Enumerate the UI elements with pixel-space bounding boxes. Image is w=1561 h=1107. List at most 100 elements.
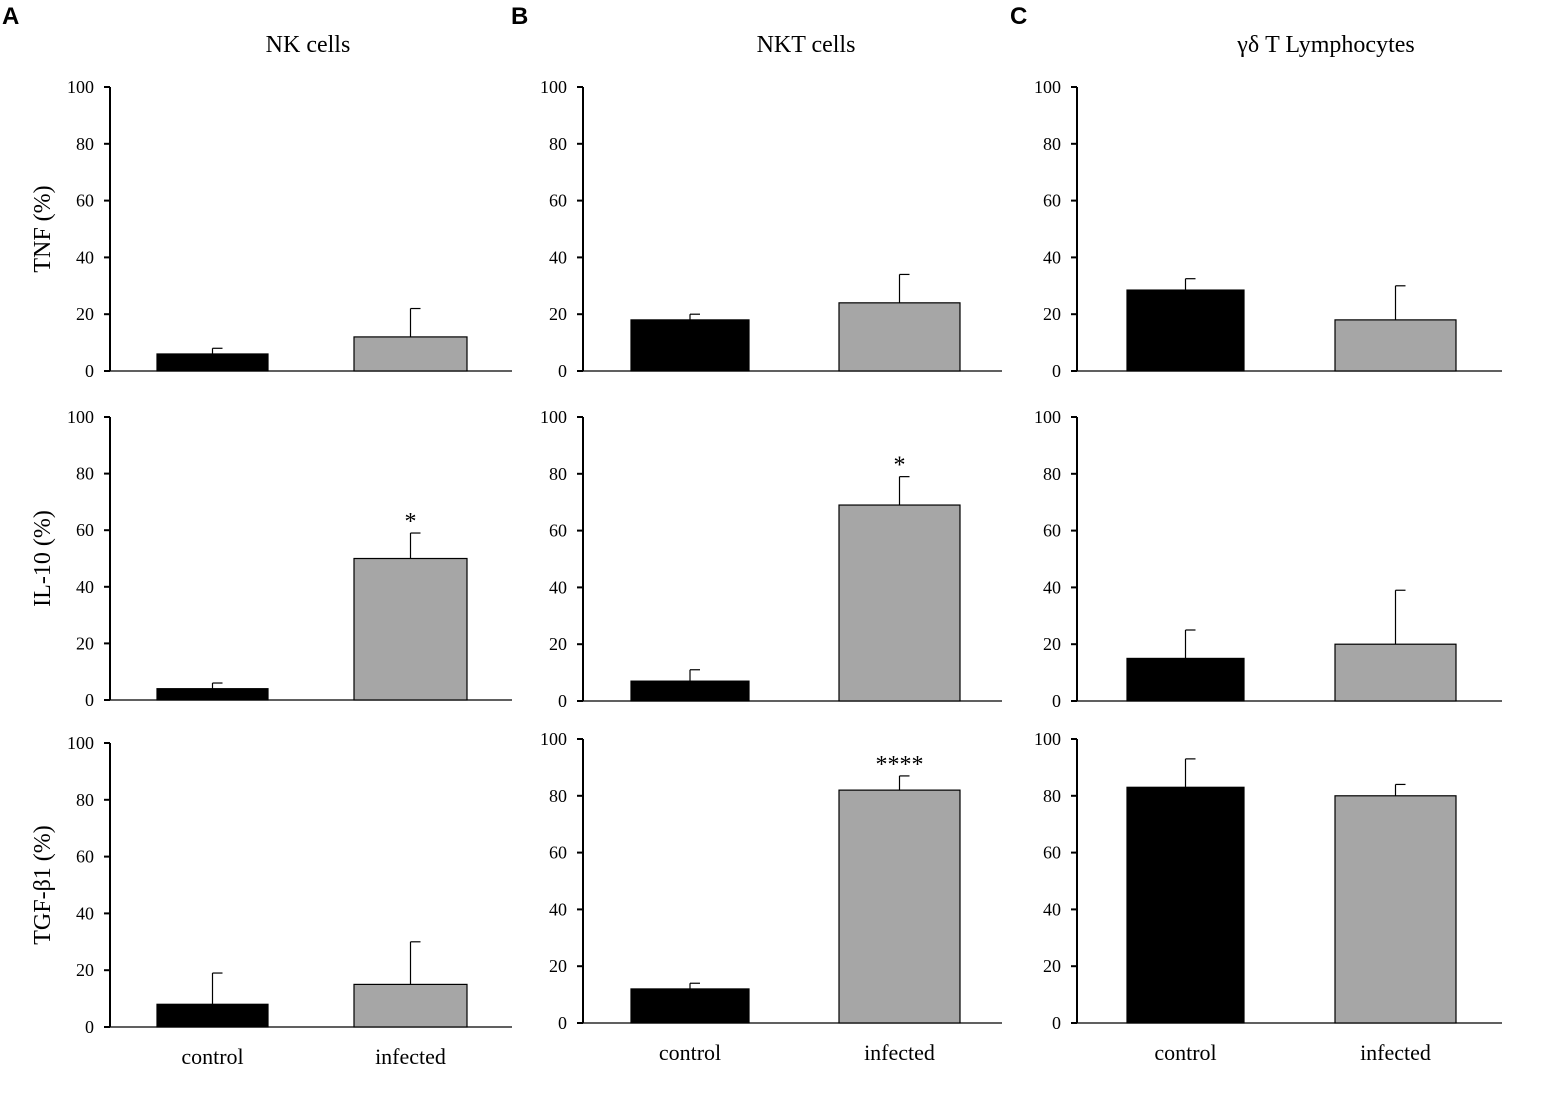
bar-control (156, 353, 269, 372)
panel-letter: B (511, 3, 528, 30)
panel-title: NK cells (266, 32, 351, 58)
y-tick-label: 40 (76, 903, 94, 923)
bar-infected (1334, 319, 1457, 372)
bar-control (630, 988, 750, 1024)
y-tick-label: 20 (76, 633, 94, 653)
significance-marker: * (894, 453, 906, 479)
bar-infected (838, 789, 961, 1024)
panel-A: A NK cells 0 20 40 60 80 100 TNF (%) 0 20 40 60 80 100… (2, 3, 512, 1069)
y-tick-label: 80 (549, 134, 567, 154)
y-tick-label: 0 (1052, 361, 1061, 381)
y-tick-label: 60 (1043, 521, 1061, 541)
y-tick-label: 40 (1043, 247, 1061, 267)
panel-title: γδ T Lymphocytes (1236, 32, 1414, 58)
y-tick-label: 60 (1043, 843, 1061, 863)
bar-infected (353, 557, 468, 701)
y-tick-label: 0 (558, 691, 567, 711)
x-tick-label: infected (864, 1040, 935, 1065)
y-tick-label: 0 (85, 1017, 94, 1037)
y-tick-label: 100 (1034, 407, 1061, 427)
x-tick-label: infected (1360, 1040, 1431, 1065)
y-tick-label: 100 (1034, 77, 1061, 97)
bar-infected (838, 504, 961, 702)
y-tick-label: 40 (549, 247, 567, 267)
significance-marker: **** (876, 752, 924, 778)
bar-infected (1334, 643, 1457, 702)
subplot: 0 20 40 60 80 100 (540, 77, 1002, 381)
y-tick-label: 60 (76, 191, 94, 211)
y-tick-label: 20 (549, 304, 567, 324)
y-tick-label: 40 (76, 577, 94, 597)
panel-title: NKT cells (757, 32, 856, 58)
y-tick-label: 40 (549, 577, 567, 597)
y-tick-label: 80 (1043, 464, 1061, 484)
x-tick-label: control (659, 1040, 721, 1065)
y-tick-label: 0 (558, 361, 567, 381)
subplot: 0 20 40 60 80 100 TNF (%) (30, 77, 512, 381)
subplot: 0 20 40 60 80 100 (1034, 729, 1502, 1033)
y-tick-label: 40 (1043, 577, 1061, 597)
y-tick-label: 40 (549, 899, 567, 919)
significance-marker: * (405, 509, 417, 535)
y-tick-label: 100 (1034, 729, 1061, 749)
y-tick-label: 20 (76, 304, 94, 324)
y-tick-label: 40 (76, 247, 94, 267)
y-tick-label: 0 (558, 1013, 567, 1033)
y-tick-label: 60 (1043, 191, 1061, 211)
y-tick-label: 80 (549, 464, 567, 484)
x-tick-label: control (1154, 1040, 1216, 1065)
y-tick-label: 0 (85, 361, 94, 381)
subplot: 0 20 40 60 80 100 (1034, 407, 1502, 711)
y-tick-label: 60 (549, 843, 567, 863)
panel-B: B NKT cells 0 20 40 60 80 100 0 20 40 60 80 100 * 0 20 40… (511, 3, 1002, 1065)
y-tick-label: 100 (540, 729, 567, 749)
y-tick-label: 0 (1052, 1013, 1061, 1033)
y-tick-label: 80 (1043, 786, 1061, 806)
bar-control (1126, 289, 1245, 372)
y-tick-label: 100 (540, 407, 567, 427)
y-tick-label: 60 (76, 847, 94, 867)
subplot: 0 20 40 60 80 100 **** (540, 729, 1002, 1033)
bar-infected (353, 336, 468, 372)
y-tick-label: 20 (1043, 304, 1061, 324)
y-tick-label: 60 (76, 520, 94, 540)
y-tick-label: 20 (1043, 956, 1061, 976)
y-tick-label: 20 (549, 956, 567, 976)
bar-control (630, 319, 750, 372)
panel-C: Cγδ T Lymphocytes 0 20 40 60 80 100 0 20 40 60 80 10… (1010, 3, 1502, 1065)
bar-infected (353, 983, 468, 1028)
y-tick-label: 60 (549, 191, 567, 211)
y-tick-label: 80 (76, 134, 94, 154)
y-tick-label: 20 (76, 960, 94, 980)
bar-control (156, 1003, 269, 1028)
panel-letter: A (2, 3, 19, 30)
y-tick-label: 20 (1043, 634, 1061, 654)
subplot: 0 20 40 60 80 100 * (540, 407, 1002, 711)
subplot: 0 20 40 60 80 100 TGF-β1 (%) (30, 733, 512, 1037)
bar-control (156, 688, 269, 701)
y-tick-label: 80 (549, 786, 567, 806)
bar-infected (838, 302, 961, 372)
x-tick-label: control (181, 1044, 243, 1069)
y-tick-label: 80 (76, 790, 94, 810)
y-tick-label: 80 (1043, 134, 1061, 154)
y-tick-label: 100 (67, 733, 94, 753)
bar-control (630, 680, 750, 702)
bar-infected (1334, 795, 1457, 1024)
y-tick-label: 0 (85, 690, 94, 710)
y-tick-label: 60 (549, 521, 567, 541)
bar-control (1126, 786, 1245, 1024)
y-tick-label: 100 (67, 77, 94, 97)
x-tick-label: infected (375, 1044, 446, 1069)
y-axis-label: TGF-β1 (%) (30, 825, 56, 945)
y-tick-label: 100 (540, 77, 567, 97)
bar-control (1126, 657, 1245, 702)
y-axis-label: TNF (%) (30, 185, 56, 272)
y-tick-label: 100 (67, 407, 94, 427)
y-tick-label: 80 (76, 464, 94, 484)
y-axis-label: IL-10 (%) (30, 510, 56, 607)
y-tick-label: 20 (549, 634, 567, 654)
panel-letter: C (1010, 3, 1027, 30)
subplot: 0 20 40 60 80 100 (1034, 77, 1502, 381)
